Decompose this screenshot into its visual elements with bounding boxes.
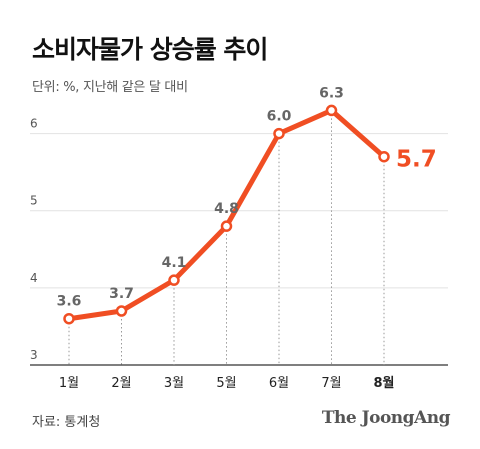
y-tick-label: 6 [30,117,38,131]
data-label: 6.0 [267,109,292,125]
x-tick-label: 2월 [111,376,131,391]
data-label: 5.7 [396,147,437,173]
y-tick-label: 4 [30,271,38,285]
grid-layer [30,133,448,366]
x-tick-label: 3월 [164,376,184,391]
x-tick-label: 5월 [216,376,236,391]
data-label: 6.3 [319,85,344,101]
data-source: 자료: 통계청 [32,415,101,430]
data-point [273,127,285,140]
x-tick-label: 7월 [321,376,341,391]
brand-logo: The JoongAng [321,408,451,428]
x-tick-label: 8월 [373,375,394,391]
data-label: 3.7 [109,286,134,302]
data-point [115,305,128,317]
label-layer: 3 4 5 6 3.6 3.7 4.1 4.8 6.0 6.3 5.7 1월 2월 3월 5월 6월 7월 8월 [30,85,437,391]
data-label: 4.8 [214,201,239,217]
data-point [220,220,233,232]
x-tick-label: 1월 [59,376,79,391]
chart-title: 소비자물가 상승률 추이 [32,35,268,64]
x-tick-label: 6월 [269,376,289,391]
data-label: 4.1 [162,255,187,271]
point-layer [63,104,390,325]
data-point [63,312,75,325]
data-point [168,274,180,286]
chart-subtitle: 단위: %, 지난해 같은 달 대비 [32,80,188,95]
guide-layer [68,110,385,365]
y-tick-label: 5 [30,194,38,208]
data-point [325,104,338,117]
data-label: 3.6 [57,294,82,310]
data-point [378,150,390,163]
y-tick-label: 3 [30,348,38,362]
